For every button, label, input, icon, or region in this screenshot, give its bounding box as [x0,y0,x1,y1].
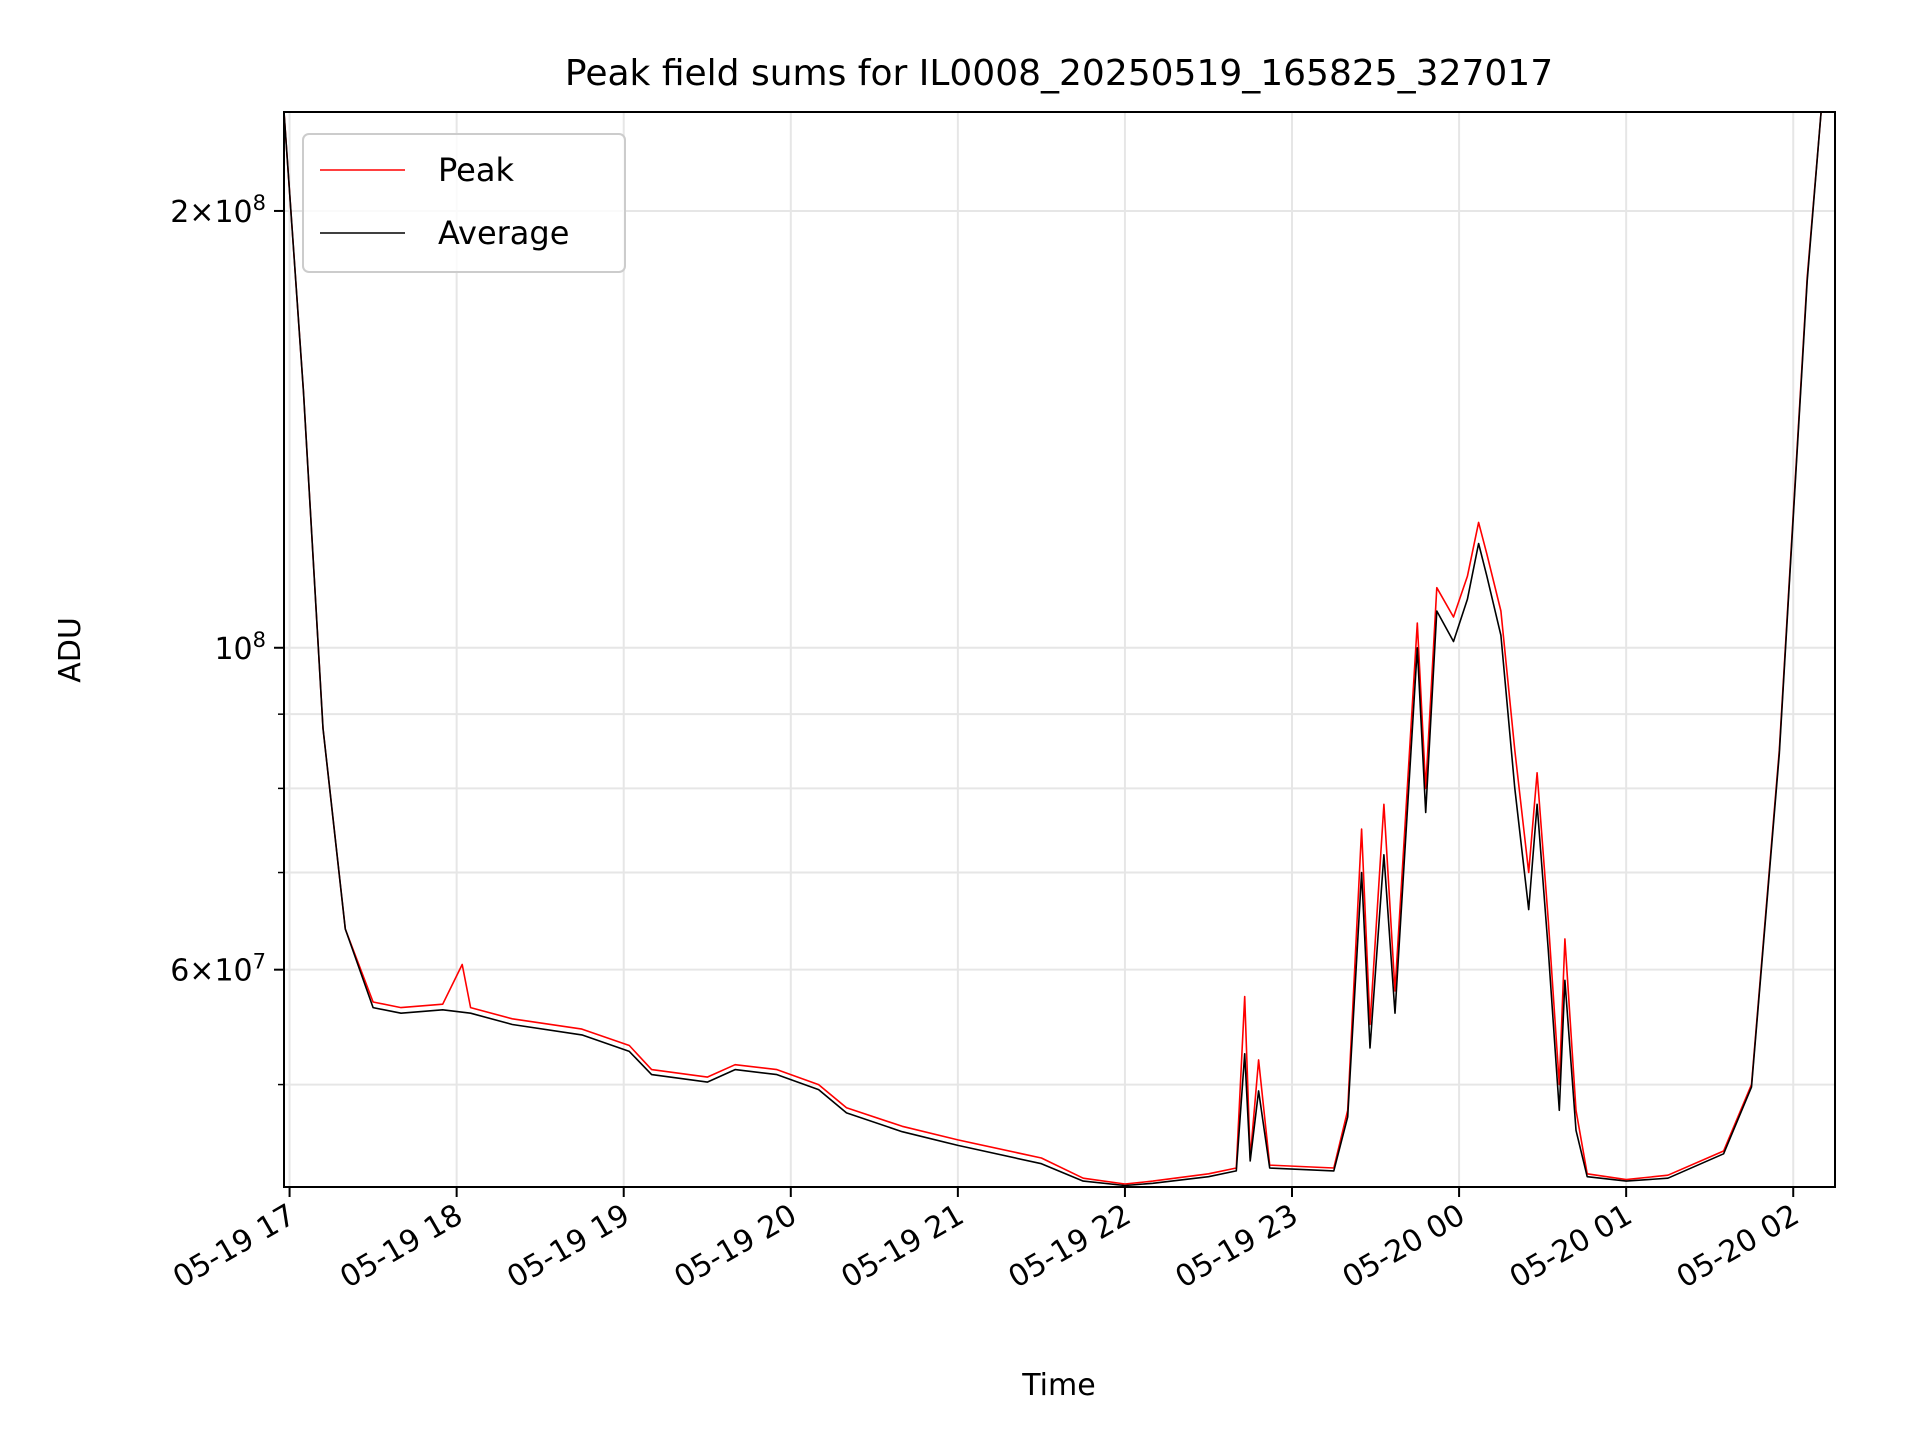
x-tick-label: 05-19 17 [167,1198,301,1296]
y-tick-label: 2×108 [170,191,266,230]
legend-label: Peak [438,151,514,189]
y-tick-base: 10 [214,632,252,667]
x-axis: 05-19 17 05-19 18 05-19 19 05-19 20 05-19 21… [167,1187,1805,1295]
y-tick-label: 6×107 [170,950,266,989]
y-tick-exponent: 7 [253,950,266,974]
legend: Peak Average [302,133,626,273]
plot-frame [283,111,1836,1188]
x-tick-label: 05-19 18 [334,1198,468,1296]
x-tick-label: 05-20 02 [1671,1198,1805,1296]
y-tick-base: 10 [214,954,252,989]
y-axis-label: ADU [53,617,88,683]
plot-lines [283,111,1822,1187]
y-tick-base: 10 [214,195,252,230]
x-axis-label: Time [1021,1368,1095,1403]
legend-label: Average [438,214,569,252]
x-tick-label: 05-20 01 [1504,1198,1638,1296]
y-tick-exponent: 8 [253,191,266,215]
y-tick-times: × [189,195,214,230]
series-line-average [283,111,1822,1187]
y-tick-times: × [189,954,214,989]
x-tick-label: 05-19 22 [1003,1198,1137,1296]
x-tick-label: 05-19 21 [836,1198,970,1296]
y-tick-label: 108 [214,628,266,667]
chart-title: Peak field sums for IL0008_20250519_1658… [565,53,1553,94]
x-tick-label: 05-19 19 [501,1198,635,1296]
gridlines [284,112,1835,1187]
x-tick-label: 05-20 00 [1337,1198,1471,1296]
y-tick-mantissa: 2 [170,195,189,230]
legend-box [302,133,626,273]
x-tick-label: 05-19 20 [668,1198,802,1296]
x-tick-label: 05-19 23 [1170,1198,1304,1296]
y-tick-mantissa: 6 [170,954,189,989]
y-tick-exponent: 8 [253,628,266,652]
